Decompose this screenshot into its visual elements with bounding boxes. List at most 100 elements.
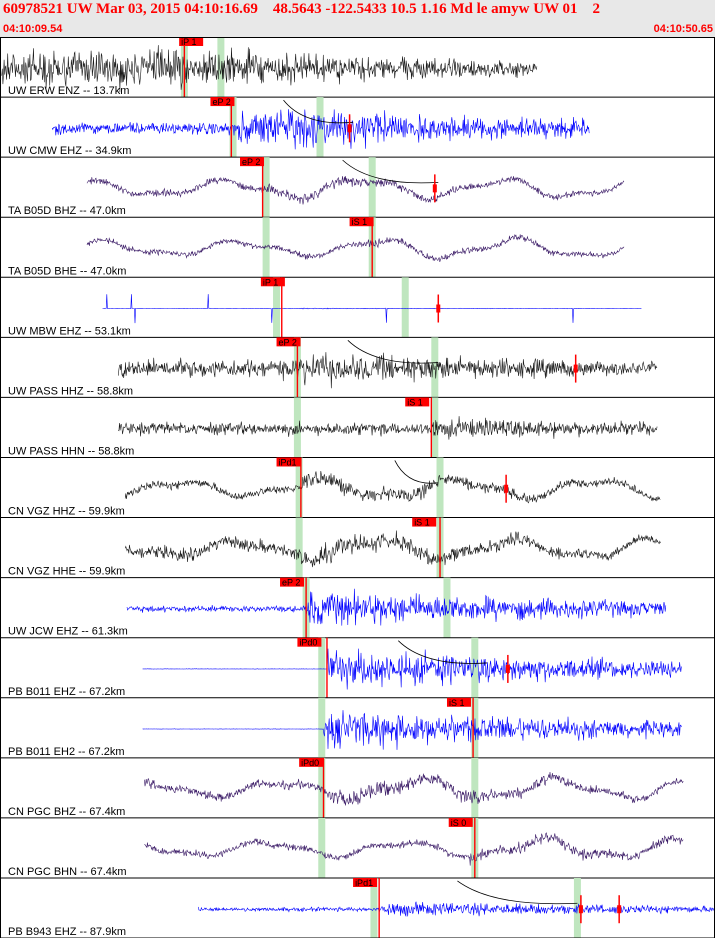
pick-window: [295, 457, 303, 518]
trace-row: eP 2 TA B05D BHZ -- 47.0km: [0, 157, 715, 218]
trace-row: eP 2 UW JCW EHZ -- 61.3km: [0, 577, 715, 639]
trace-row: iPd1 CN VGZ HHZ -- 59.9km: [0, 457, 715, 519]
pick-window: [368, 157, 376, 218]
waveform: [198, 901, 714, 917]
pick-label-box: [446, 697, 471, 707]
event-title: 60978521 UW Mar 03, 2015 04:10:16.69 48.…: [3, 1, 601, 17]
waveform: [126, 588, 667, 626]
pick-label: iS 0: [451, 818, 467, 828]
pick-label-box: [297, 637, 322, 647]
pick-window: [318, 637, 326, 698]
pick-label-box: [260, 277, 285, 287]
secondary-pick-mark: [504, 484, 509, 493]
pick-label-box: [412, 517, 437, 527]
pick-window: [217, 37, 225, 98]
pick-label-box: [280, 577, 305, 587]
pick-label: iPd1: [355, 878, 373, 888]
seismogram-panel: iP 1 UW ERW ENZ -- 13.7km eP 2 UW CMW EHZ -…: [0, 37, 715, 938]
secondary-pick-mark: [505, 664, 510, 673]
pick-window: [436, 457, 444, 518]
trace-row: iS 1 CN VGZ HHE -- 59.9km: [0, 517, 715, 579]
pick-label-box: [240, 157, 265, 167]
waveform: [51, 109, 590, 150]
travel-time-curve: [342, 159, 439, 184]
trace-row: iP 1 UW ERW ENZ -- 13.7km: [0, 37, 715, 98]
pick-label: iP 1: [263, 277, 278, 287]
trace-label: UW ERW ENZ -- 13.7km: [8, 85, 129, 97]
trace-label: TA B05D BHE -- 47.0km: [8, 265, 126, 277]
trace-label: UW PASS HHN -- 58.8km: [8, 445, 134, 457]
waveform: [144, 771, 684, 806]
trace-label: TA B05D BHZ -- 47.0km: [8, 205, 126, 217]
window-end-time: 04:10:50.65: [653, 23, 713, 35]
pick-label: iS 1: [449, 698, 465, 708]
trace-row: iPd0 CN PGC BHZ -- 67.4km: [0, 757, 715, 819]
trace-label: UW PASS HHZ -- 58.8km: [8, 385, 133, 397]
pick-window: [318, 817, 326, 878]
pick-label: iPd0: [299, 638, 317, 648]
trace-row: eP 2 UW PASS HHZ -- 58.8km: [0, 337, 715, 398]
pick-label: iPd0: [301, 758, 319, 768]
trace-row: iS 1 TA B05D BHE -- 47.0km: [0, 217, 715, 278]
trace-row: iS 0 CN PGC BHN -- 67.4km: [0, 817, 715, 879]
trace-row: iS 1 UW PASS HHN -- 58.8km: [0, 397, 715, 458]
pick-window: [370, 877, 378, 938]
secondary-pick-mark: [347, 124, 352, 133]
pick-label: eP 2: [279, 337, 297, 347]
pick-label: eP 2: [212, 97, 230, 107]
trace-label: CN PGC BHN -- 67.4km: [8, 866, 127, 878]
pick-window: [471, 637, 479, 698]
waveform: [86, 234, 625, 262]
pick-window: [262, 157, 270, 218]
waveform: [124, 530, 661, 568]
trace-label: PB B011 EHZ -- 67.2km: [8, 686, 125, 698]
secondary-pick-mark: [436, 304, 441, 313]
travel-time-curve: [398, 640, 488, 664]
pick-label-box: [210, 97, 235, 107]
pick-label-box: [276, 337, 301, 347]
pick-window: [229, 97, 237, 158]
event-header: 60978521 UW Mar 03, 2015 04:10:16.69 48.…: [0, 0, 715, 37]
waveform: [142, 648, 682, 690]
waveform: [1, 45, 538, 93]
secondary-pick-mark: [573, 364, 578, 373]
trace-row: iPd1 PB B943 EHZ -- 87.9km: [0, 877, 715, 938]
trace-label: UW CMW EHZ -- 34.9km: [8, 145, 131, 157]
secondary-pick-mark: [578, 905, 583, 914]
trace-row: eP 2 UW CMW EHZ -- 34.9km: [0, 97, 715, 158]
pick-window: [295, 517, 303, 578]
pick-label-box: [299, 757, 324, 767]
waveform: [124, 470, 661, 504]
pick-label-box: [353, 877, 378, 887]
pick-label: iS 1: [407, 397, 423, 407]
waveform: [102, 294, 642, 324]
waveform: [118, 352, 658, 389]
trace-label: UW MBW EHZ -- 53.1km: [8, 325, 131, 337]
trace-row: iS 1 PB B011 EH2 -- 67.2km: [0, 697, 715, 759]
pick-label-box: [349, 217, 374, 227]
pick-label-box: [405, 397, 430, 407]
trace-label: UW JCW EHZ -- 61.3km: [8, 626, 128, 638]
pick-window: [471, 757, 479, 818]
pick-window: [431, 397, 439, 458]
window-start-time: 04:10:09.54: [3, 23, 63, 35]
pick-window: [318, 757, 326, 818]
pick-label-box: [179, 37, 204, 46]
waveform: [144, 832, 684, 866]
trace-row: iPd0 PB B011 EHZ -- 67.2km: [0, 637, 715, 699]
trace-label: CN VGZ HHZ -- 59.9km: [8, 506, 125, 518]
pick-window: [443, 577, 451, 638]
trace-label: CN PGC BHZ -- 67.4km: [8, 806, 125, 818]
pick-window: [273, 277, 281, 338]
secondary-pick-mark: [617, 905, 622, 914]
pick-label-box: [448, 817, 473, 827]
pick-label: eP 2: [282, 578, 300, 588]
secondary-pick-mark: [432, 184, 437, 193]
trace-label: PB B943 EHZ -- 87.9km: [8, 926, 126, 938]
pick-window: [316, 97, 324, 158]
trace-label: PB B011 EH2 -- 67.2km: [8, 746, 125, 758]
travel-time-curve: [394, 460, 439, 484]
pick-label-box: [276, 457, 301, 467]
pick-window: [318, 697, 326, 758]
pick-label: iS 1: [352, 217, 368, 227]
